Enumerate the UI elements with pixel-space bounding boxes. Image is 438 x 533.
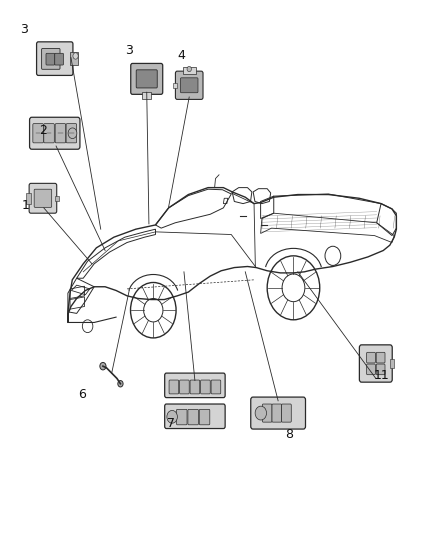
- FancyBboxPatch shape: [359, 345, 392, 382]
- Text: 7: 7: [167, 417, 175, 430]
- Circle shape: [68, 128, 77, 139]
- Circle shape: [73, 53, 78, 59]
- FancyBboxPatch shape: [66, 124, 77, 143]
- FancyBboxPatch shape: [46, 53, 55, 65]
- FancyBboxPatch shape: [201, 380, 210, 394]
- Text: 6: 6: [78, 388, 86, 401]
- FancyBboxPatch shape: [169, 380, 179, 394]
- FancyBboxPatch shape: [36, 42, 73, 75]
- FancyBboxPatch shape: [367, 364, 375, 375]
- Bar: [390, 359, 394, 368]
- FancyBboxPatch shape: [211, 380, 221, 394]
- FancyBboxPatch shape: [131, 63, 162, 94]
- Circle shape: [255, 406, 266, 420]
- Text: 1: 1: [21, 199, 29, 212]
- FancyBboxPatch shape: [376, 364, 385, 375]
- Text: 3: 3: [125, 44, 133, 57]
- Text: 4: 4: [178, 50, 186, 62]
- FancyBboxPatch shape: [33, 124, 43, 143]
- Bar: [26, 193, 31, 204]
- Circle shape: [167, 410, 177, 423]
- Bar: [55, 196, 60, 201]
- FancyBboxPatch shape: [262, 404, 272, 422]
- FancyBboxPatch shape: [175, 71, 203, 99]
- FancyBboxPatch shape: [251, 397, 305, 429]
- FancyBboxPatch shape: [44, 124, 54, 143]
- FancyBboxPatch shape: [42, 49, 60, 69]
- FancyBboxPatch shape: [272, 404, 282, 422]
- Circle shape: [118, 381, 123, 387]
- FancyBboxPatch shape: [177, 409, 187, 425]
- Bar: [173, 83, 177, 88]
- Bar: [70, 52, 78, 65]
- Text: 2: 2: [39, 124, 47, 137]
- FancyBboxPatch shape: [282, 404, 291, 422]
- FancyBboxPatch shape: [190, 380, 200, 394]
- Text: 11: 11: [373, 369, 389, 382]
- Circle shape: [187, 66, 191, 72]
- FancyBboxPatch shape: [180, 78, 198, 93]
- FancyBboxPatch shape: [376, 352, 385, 363]
- Text: 3: 3: [20, 23, 28, 36]
- FancyBboxPatch shape: [136, 70, 157, 88]
- FancyBboxPatch shape: [30, 117, 80, 149]
- FancyBboxPatch shape: [165, 404, 225, 429]
- FancyBboxPatch shape: [367, 352, 375, 363]
- FancyBboxPatch shape: [34, 189, 52, 207]
- Circle shape: [100, 362, 106, 370]
- Bar: [183, 67, 196, 75]
- Text: 8: 8: [285, 428, 293, 441]
- FancyBboxPatch shape: [180, 380, 189, 394]
- FancyBboxPatch shape: [55, 53, 64, 65]
- FancyBboxPatch shape: [199, 409, 210, 425]
- FancyBboxPatch shape: [55, 124, 66, 143]
- Bar: [142, 92, 151, 99]
- FancyBboxPatch shape: [29, 183, 57, 213]
- FancyBboxPatch shape: [188, 409, 198, 425]
- FancyBboxPatch shape: [165, 373, 225, 398]
